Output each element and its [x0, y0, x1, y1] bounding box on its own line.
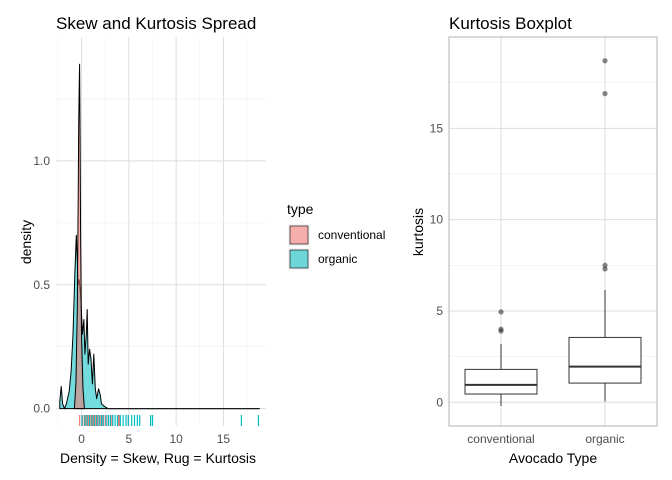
density-plot-series [59, 63, 260, 410]
boxplot-x-axis-title: Avocado Type [509, 450, 597, 466]
boxplot-y-tick-label: 10 [430, 213, 444, 227]
density-area-conventional [73, 63, 85, 410]
density-plot-x-axis-title: Density = Skew, Rug = Kurtosis [60, 450, 256, 466]
boxplot-x-tick-label: conventional [467, 432, 534, 446]
density-plot-x-tick-label: 15 [217, 432, 231, 446]
density-plot-ticks: 0 5 10 15 0.0 0.5 1.0 [33, 154, 230, 446]
boxplot-title: Kurtosis Boxplot [449, 14, 572, 33]
density-plot-x-tick-label: 10 [169, 432, 183, 446]
density-plot-x-tick-label: 0 [78, 432, 85, 446]
box-iqr [568, 336, 642, 384]
boxplot-series [464, 58, 642, 406]
density-plot-y-axis-title: density [18, 220, 34, 264]
box-outlier-point [498, 326, 504, 332]
legend-label-conventional: conventional [318, 228, 385, 242]
box-conventional [464, 309, 538, 406]
box-outlier-point [602, 266, 608, 272]
density-plot-y-tick-label: 1.0 [33, 154, 50, 168]
boxplot-ticks: 0 5 10 15 conventional organic [430, 121, 625, 446]
box-outlier-point [602, 91, 608, 97]
legend: type conventional organic [287, 201, 385, 270]
box-outlier-point [602, 58, 608, 64]
box-iqr [464, 368, 538, 395]
legend-swatch-organic [289, 249, 309, 269]
box-outlier-point [498, 309, 504, 315]
kurtosis-rug [79, 415, 260, 426]
density-plot-y-tick-label: 0.5 [33, 278, 50, 292]
box-organic [568, 58, 642, 402]
legend-label-organic: organic [318, 252, 357, 266]
density-plot-x-tick-label: 5 [125, 432, 132, 446]
boxplot-y-tick-label: 15 [430, 121, 444, 135]
density-plot-title: Skew and Kurtosis Spread [56, 14, 256, 33]
boxplot-panel-border [448, 36, 658, 427]
density-plot-y-tick-label: 0.0 [33, 402, 50, 416]
legend-swatch-conventional [289, 225, 309, 245]
boxplot-y-tick-label: 0 [436, 395, 443, 409]
box-outlier-point [602, 262, 608, 268]
legend-title: type [287, 201, 314, 217]
boxplot-x-tick-label: organic [585, 432, 624, 446]
boxplot-y-tick-label: 5 [436, 304, 443, 318]
boxplot-y-axis-title: kurtosis [410, 208, 426, 256]
